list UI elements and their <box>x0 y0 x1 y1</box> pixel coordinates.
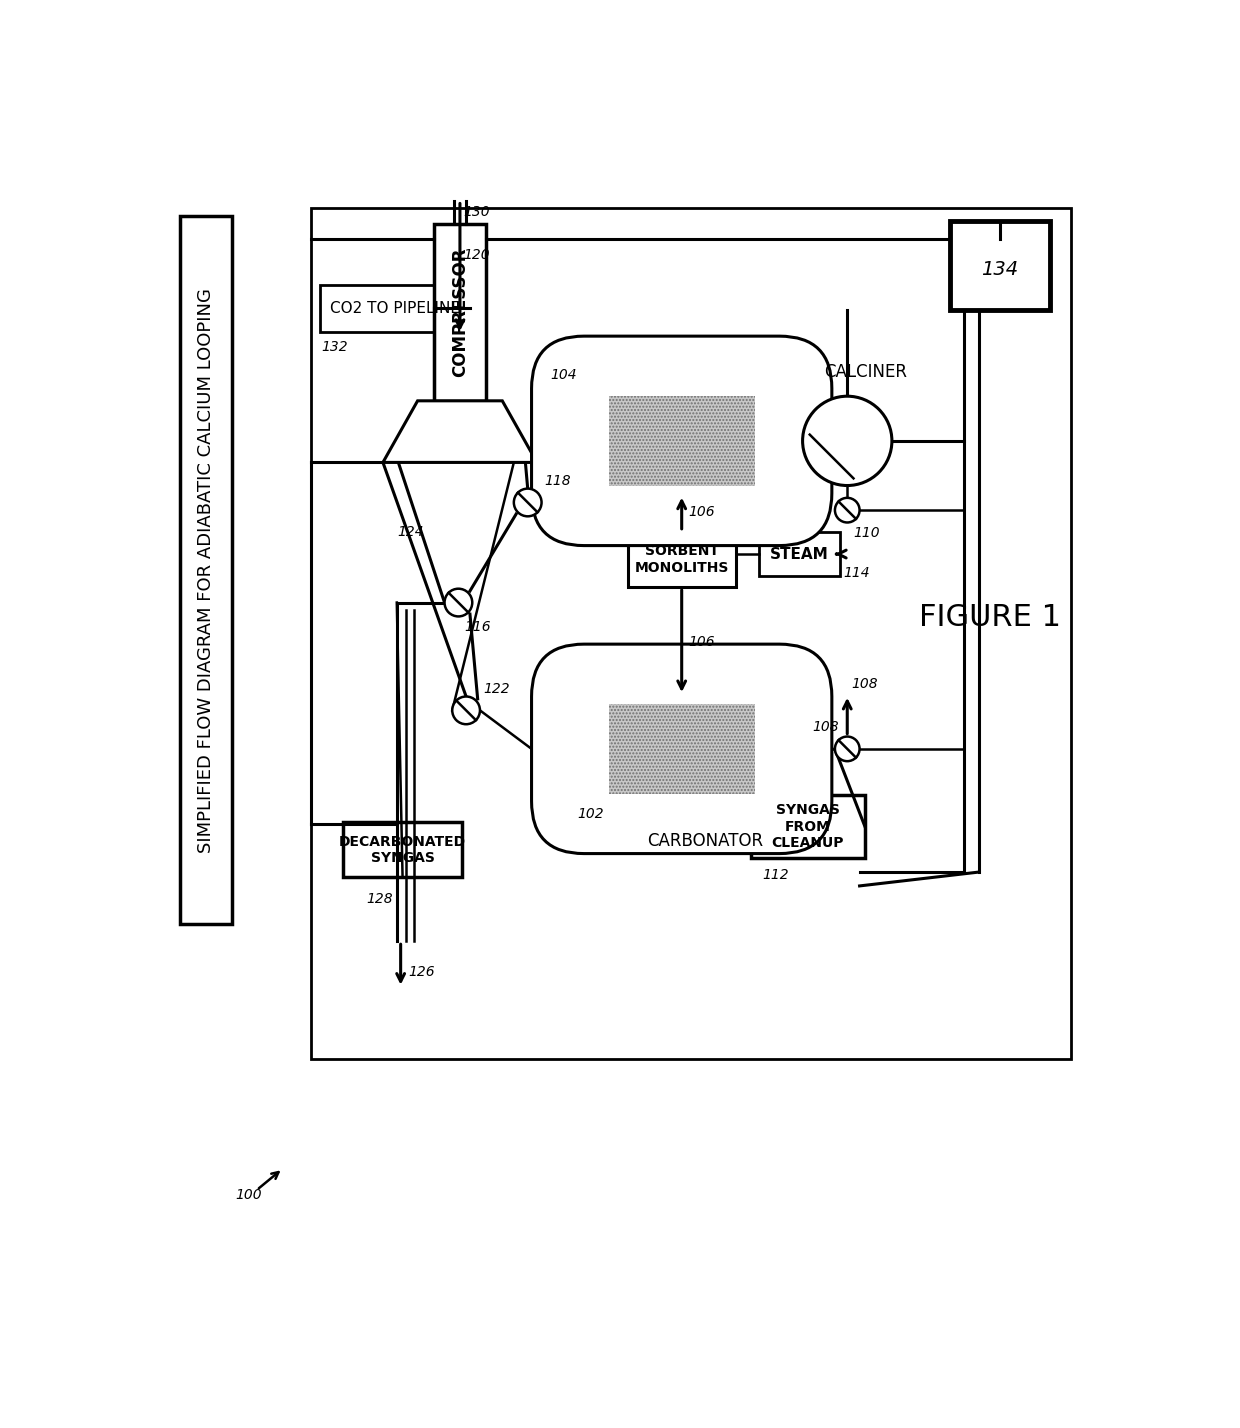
Circle shape <box>835 737 859 761</box>
Text: 120: 120 <box>464 247 490 261</box>
Text: 130: 130 <box>464 206 490 218</box>
Text: STEAM: STEAM <box>770 547 828 561</box>
Bar <box>751 795 866 858</box>
Text: 122: 122 <box>484 681 510 695</box>
Text: 124: 124 <box>397 526 424 540</box>
Text: FIGURE 1: FIGURE 1 <box>919 604 1060 633</box>
Text: 102: 102 <box>578 807 604 821</box>
Bar <box>950 221 1050 310</box>
Text: 116: 116 <box>465 620 491 634</box>
Text: SIMPLIFIED FLOW DIAGRAM FOR ADIABATIC CALCIUM LOOPING: SIMPLIFIED FLOW DIAGRAM FOR ADIABATIC CA… <box>197 288 215 853</box>
Text: 110: 110 <box>853 527 880 540</box>
Text: 108: 108 <box>812 720 839 734</box>
Text: 112: 112 <box>763 868 789 883</box>
Bar <box>180 216 232 924</box>
Text: 106: 106 <box>688 635 714 648</box>
Text: 126: 126 <box>408 965 435 980</box>
Text: 128: 128 <box>366 892 393 905</box>
Bar <box>343 823 463 877</box>
Bar <box>310 208 1071 1060</box>
Text: 132: 132 <box>321 340 348 354</box>
Text: 108: 108 <box>851 677 878 691</box>
Text: DECARBONATED
SYNGAS: DECARBONATED SYNGAS <box>339 834 466 865</box>
FancyBboxPatch shape <box>532 336 832 545</box>
Text: SYNGAS
FROM
CLEANUP: SYNGAS FROM CLEANUP <box>771 804 844 850</box>
Text: CARBONATOR: CARBONATOR <box>647 833 763 850</box>
Bar <box>759 531 839 577</box>
Text: 100: 100 <box>236 1188 262 1202</box>
Circle shape <box>513 488 542 517</box>
Text: COMPRESSOR: COMPRESSOR <box>451 247 469 377</box>
Circle shape <box>802 396 892 486</box>
Text: CALCINER: CALCINER <box>825 363 908 380</box>
Text: 104: 104 <box>551 368 578 383</box>
Circle shape <box>444 588 472 617</box>
Text: 134: 134 <box>981 260 1018 278</box>
Text: 118: 118 <box>544 474 572 488</box>
Text: 114: 114 <box>843 567 870 580</box>
Text: 106: 106 <box>688 506 714 520</box>
Circle shape <box>835 498 859 523</box>
Polygon shape <box>383 401 537 463</box>
Circle shape <box>453 697 480 724</box>
FancyBboxPatch shape <box>532 644 832 854</box>
Bar <box>434 224 486 401</box>
Text: SORBENT
MONOLITHS: SORBENT MONOLITHS <box>635 544 729 574</box>
Bar <box>609 396 755 486</box>
Bar <box>320 286 470 331</box>
Bar <box>627 531 735 587</box>
Bar <box>609 704 755 794</box>
Text: CO2 TO PIPELINE: CO2 TO PIPELINE <box>330 301 460 316</box>
